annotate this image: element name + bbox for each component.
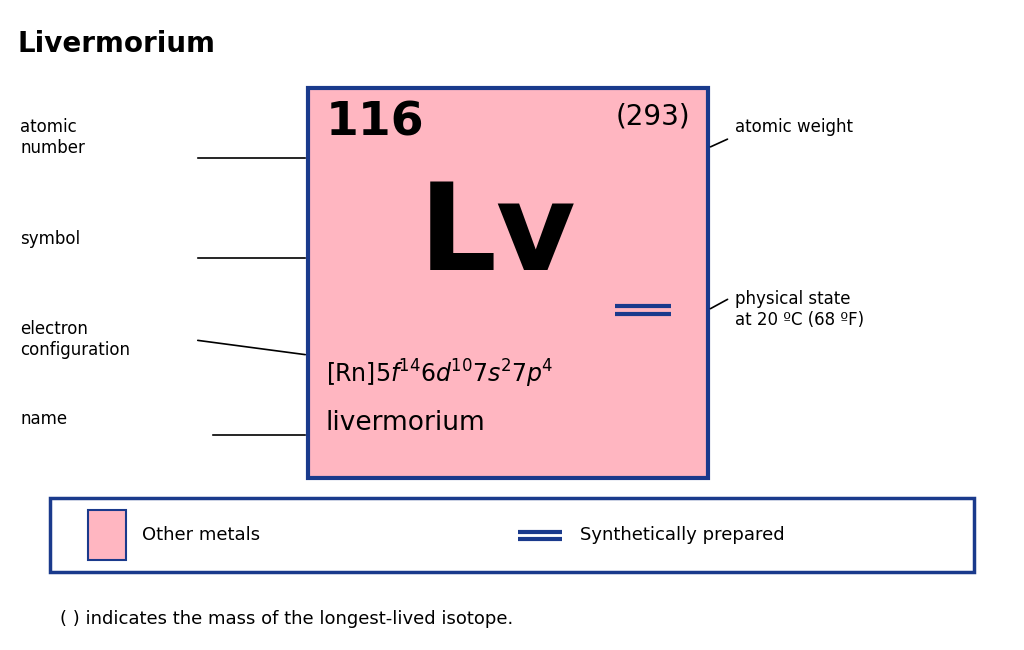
Text: ( ) indicates the mass of the longest-lived isotope.: ( ) indicates the mass of the longest-li…: [60, 610, 513, 628]
Text: Lv: Lv: [419, 178, 577, 295]
Text: 116: 116: [326, 100, 425, 145]
Text: $\mathregular{[Rn]5}$$\mathit{f}$$\mathregular{^{14}6}$$\mathit{d}$$\mathregular: $\mathregular{[Rn]5}$$\mathit{f}$$\mathr…: [326, 358, 553, 390]
Text: physical state
at 20 ºC (68 ºF): physical state at 20 ºC (68 ºF): [735, 290, 864, 329]
Bar: [50, 498, 974, 572]
Text: symbol: symbol: [20, 230, 80, 248]
Text: Synthetically prepared: Synthetically prepared: [580, 526, 784, 544]
Text: electron
configuration: electron configuration: [20, 320, 130, 359]
Text: name: name: [20, 410, 68, 428]
Text: atomic weight: atomic weight: [735, 118, 853, 136]
Text: Livermorium: Livermorium: [18, 30, 216, 58]
Text: atomic
number: atomic number: [20, 118, 85, 157]
Text: Other metals: Other metals: [142, 526, 260, 544]
Text: (293): (293): [615, 102, 690, 130]
Bar: [88, 510, 126, 560]
Text: livermorium: livermorium: [326, 410, 485, 436]
Bar: [308, 88, 708, 478]
